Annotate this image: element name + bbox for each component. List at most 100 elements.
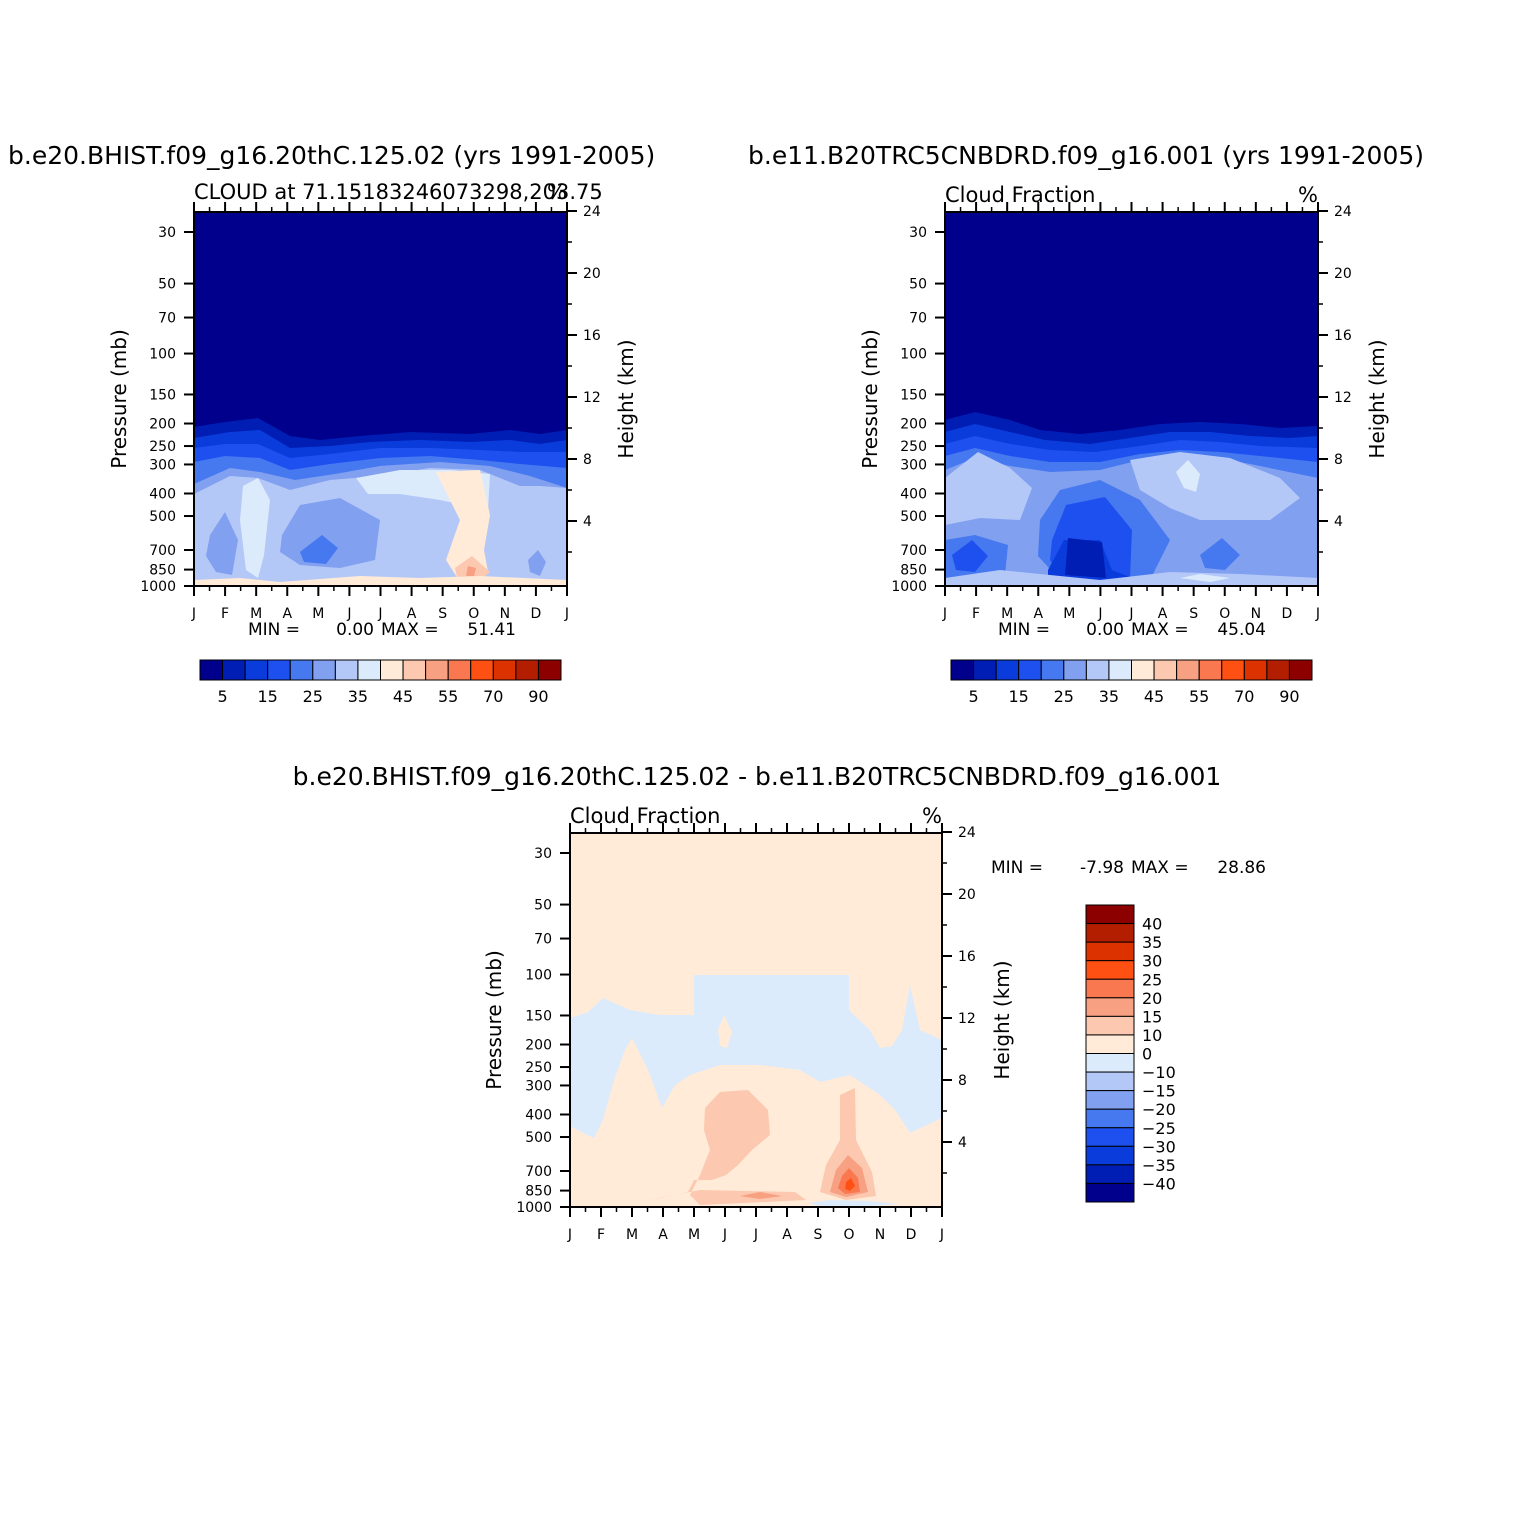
colorbar-swatch	[1108, 659, 1132, 681]
contour-fill	[528, 550, 546, 576]
y2-tick-label: 24	[1334, 204, 1352, 220]
panel-c-axes: J F M A M J J A S O N D J 30 50 70 100 150 200 250 300 400 500…	[516, 823, 976, 1243]
y2-tick-label: 12	[1334, 390, 1352, 406]
panel-a-units: %	[547, 180, 567, 204]
colorbar-label: 5	[968, 687, 978, 706]
colorbar-swatch	[1018, 659, 1042, 681]
colorbar-label: −30	[1142, 1137, 1176, 1156]
panel-a-min-value: 0.00	[336, 620, 374, 640]
x-tick-label: A	[1033, 606, 1043, 622]
x-tick-label: J	[191, 606, 196, 622]
colorbar-swatch	[1085, 1145, 1135, 1166]
colorbar-label: −40	[1142, 1174, 1176, 1193]
x-tick-label: S	[814, 1227, 823, 1243]
y-tick-label: 1000	[140, 579, 176, 595]
y-tick-label: 100	[149, 347, 176, 363]
panel-c-units: %	[922, 804, 942, 828]
panel-b-max-value: 45.04	[1217, 620, 1266, 640]
contour-fill	[945, 570, 1318, 586]
panel-c: b.e20.BHIST.f09_g16.20thC.125.02 - b.e11…	[293, 762, 1266, 1243]
x-tick-label: A	[658, 1227, 668, 1243]
colorbar-label: 40	[1142, 915, 1162, 934]
panel-a-subtitle: CLOUD at 71.15183246073298,203.75	[194, 180, 603, 204]
contour-fill	[1065, 538, 1106, 578]
colorbar-swatch	[425, 659, 449, 681]
colorbar-label: 15	[1009, 687, 1029, 706]
contour-fill	[206, 512, 238, 575]
colorbar-swatch	[334, 659, 359, 681]
y-tick-label: 700	[149, 543, 176, 559]
colorbar-swatch	[1198, 659, 1223, 681]
colorbar-swatch	[1266, 659, 1290, 681]
y2-tick-label: 8	[1334, 452, 1343, 468]
y2-tick-label: 16	[958, 949, 976, 965]
panel-c-ylabel: Pressure (mb)	[482, 950, 506, 1090]
y-tick-label: 70	[158, 311, 176, 327]
y-tick-label: 300	[149, 457, 176, 473]
colorbar-swatch	[1085, 1015, 1135, 1036]
colorbar-swatch	[1085, 1164, 1135, 1184]
colorbar-swatch	[222, 659, 246, 681]
colorbar-label: 10	[1142, 1026, 1162, 1045]
y2-tick-label: 20	[958, 887, 976, 903]
y-tick-label: 50	[158, 277, 176, 293]
contour-fill	[1176, 460, 1200, 492]
y-tick-label: 300	[525, 1078, 552, 1094]
y-tick-label: 30	[534, 846, 552, 862]
x-tick-label: N	[1251, 606, 1261, 622]
panel-b: b.e11.B20TRC5CNBDRD.f09_g16.001 (yrs 199…	[748, 141, 1424, 706]
colorbar-swatch	[1085, 1127, 1135, 1147]
x-tick-label: O	[468, 606, 479, 622]
panel-a-max-label: MAX =	[381, 620, 439, 640]
colorbar-label: 70	[483, 687, 503, 706]
colorbar-label: −10	[1142, 1063, 1176, 1082]
x-tick-label: A	[282, 606, 292, 622]
y-tick-label: 70	[534, 932, 552, 948]
colorbar-swatch	[995, 659, 1020, 681]
colorbar-label: 5	[217, 687, 227, 706]
x-tick-label: M	[250, 606, 262, 622]
panel-a-contours	[194, 212, 567, 586]
x-tick-label: O	[843, 1227, 854, 1243]
x-tick-label: S	[1189, 606, 1198, 622]
colorbar-label: 25	[1142, 970, 1162, 989]
panel-c-contours	[570, 833, 942, 1207]
y-tick-label: 50	[909, 277, 927, 293]
y2-tick-label: 4	[583, 514, 592, 530]
panel-c-max-value: 28.86	[1217, 858, 1266, 878]
colorbar-label: 90	[1279, 687, 1299, 706]
colorbar-swatch	[1085, 941, 1135, 962]
colorbar-swatch	[357, 659, 381, 681]
panel-a-max-value: 51.41	[467, 620, 516, 640]
y2-tick-label: 20	[1334, 266, 1352, 282]
x-tick-label: J	[1315, 606, 1320, 622]
colorbar-swatch	[1243, 659, 1268, 681]
x-tick-label: F	[597, 1227, 605, 1243]
panel-b-subtitle: Cloud Fraction	[945, 183, 1096, 207]
colorbar-swatch	[537, 659, 562, 681]
x-tick-label: D	[1282, 606, 1293, 622]
colorbar-swatch	[199, 659, 224, 681]
x-tick-label: N	[500, 606, 510, 622]
panel-b-min-label: MIN =	[998, 620, 1050, 640]
y-tick-label: 250	[900, 439, 927, 455]
x-tick-label: M	[626, 1227, 638, 1243]
x-tick-label: M	[312, 606, 324, 622]
colorbar-swatch	[1085, 1053, 1135, 1073]
x-tick-label: J	[939, 1227, 944, 1243]
y-tick-label: 400	[900, 486, 927, 502]
x-tick-label: O	[1219, 606, 1230, 622]
y2-tick-label: 4	[958, 1135, 967, 1151]
colorbar-swatch	[1085, 923, 1135, 943]
y-tick-label: 150	[525, 1008, 552, 1024]
x-tick-label: M	[1063, 606, 1075, 622]
x-tick-label: J	[567, 1227, 572, 1243]
panel-b-contours	[945, 212, 1318, 586]
contour-fill	[1180, 574, 1230, 582]
y-tick-label: 850	[525, 1184, 552, 1200]
colorbar-swatch	[1085, 1071, 1135, 1092]
x-tick-label: J	[942, 606, 947, 622]
y2-tick-label: 8	[958, 1073, 967, 1089]
panel-b-min-value: 0.00	[1086, 620, 1124, 640]
